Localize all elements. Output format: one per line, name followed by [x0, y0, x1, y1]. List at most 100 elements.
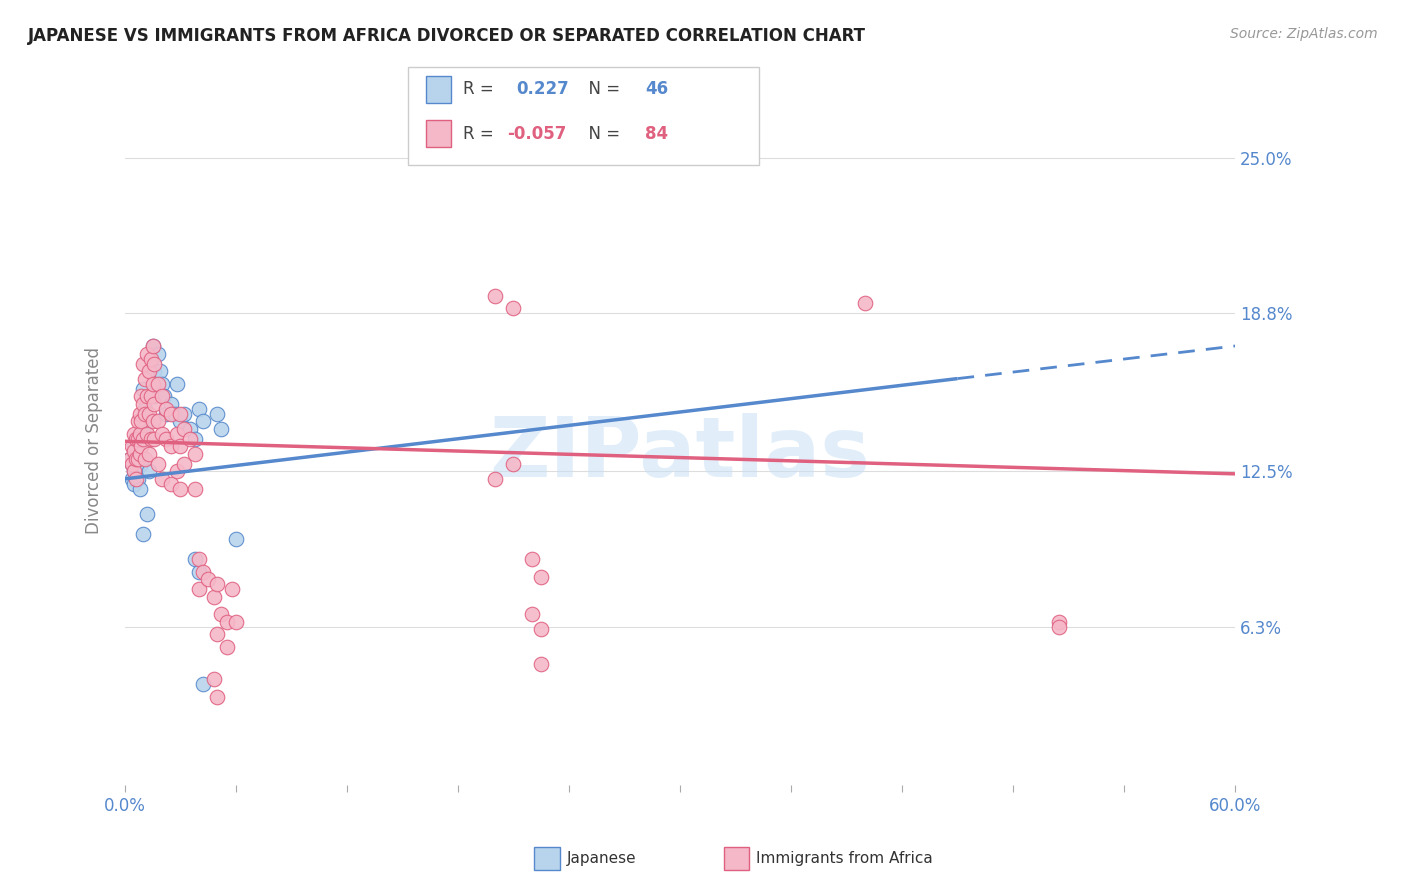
- Point: [134, 401, 156, 416]
- Point: [122, 439, 145, 453]
- Point: [146, 457, 169, 471]
- Point: [136, 389, 159, 403]
- Point: [142, 414, 165, 428]
- Point: [132, 422, 155, 436]
- Point: [207, 627, 229, 641]
- Point: [160, 476, 183, 491]
- Point: [120, 451, 142, 466]
- Point: [169, 482, 191, 496]
- Point: [138, 407, 160, 421]
- Text: N =: N =: [578, 80, 626, 98]
- Point: [122, 444, 145, 458]
- Point: [187, 582, 209, 597]
- Text: Source: ZipAtlas.com: Source: ZipAtlas.com: [1230, 27, 1378, 41]
- Point: [150, 376, 173, 391]
- Point: [132, 382, 155, 396]
- Text: R =: R =: [463, 80, 499, 98]
- Point: [122, 464, 145, 478]
- Point: [191, 414, 214, 428]
- Point: [132, 527, 155, 541]
- Point: [121, 457, 143, 471]
- Point: [502, 457, 524, 471]
- Point: [127, 414, 149, 428]
- Point: [207, 690, 229, 704]
- Point: [134, 451, 156, 466]
- Point: [125, 472, 148, 486]
- Point: [152, 389, 174, 403]
- Point: [146, 414, 169, 428]
- Point: [131, 389, 153, 403]
- Point: [207, 577, 229, 591]
- Text: Japanese: Japanese: [567, 852, 637, 866]
- Point: [136, 507, 159, 521]
- Point: [191, 677, 214, 691]
- Point: [179, 432, 201, 446]
- Point: [128, 447, 150, 461]
- Point: [125, 464, 148, 478]
- Point: [134, 371, 156, 385]
- Point: [209, 422, 232, 436]
- Point: [143, 389, 166, 403]
- Point: [139, 432, 162, 446]
- Point: [150, 389, 173, 403]
- Point: [121, 457, 143, 471]
- Point: [134, 407, 156, 421]
- Text: 46: 46: [645, 80, 668, 98]
- Point: [202, 590, 225, 604]
- Point: [122, 476, 145, 491]
- Point: [197, 572, 219, 586]
- Point: [142, 339, 165, 353]
- Text: R =: R =: [463, 125, 499, 143]
- Point: [131, 457, 153, 471]
- Point: [160, 397, 183, 411]
- Text: -0.057: -0.057: [508, 125, 567, 143]
- Point: [530, 657, 553, 672]
- Point: [139, 351, 162, 366]
- Point: [484, 472, 506, 486]
- Point: [138, 364, 160, 378]
- Point: [520, 552, 543, 566]
- Point: [132, 397, 155, 411]
- Point: [125, 432, 148, 446]
- Point: [138, 464, 160, 478]
- Point: [121, 439, 143, 453]
- Point: [155, 407, 177, 421]
- Point: [155, 432, 177, 446]
- Y-axis label: Divorced or Separated: Divorced or Separated: [86, 346, 103, 533]
- Point: [128, 482, 150, 496]
- Point: [146, 346, 169, 360]
- Point: [207, 407, 229, 421]
- Point: [150, 472, 173, 486]
- Point: [184, 482, 207, 496]
- Point: [128, 426, 150, 441]
- Point: [187, 401, 209, 416]
- Text: 0.227: 0.227: [516, 80, 569, 98]
- Point: [187, 565, 209, 579]
- Point: [1047, 615, 1070, 629]
- Point: [187, 552, 209, 566]
- Point: [166, 464, 188, 478]
- Point: [155, 401, 177, 416]
- Point: [142, 376, 165, 391]
- Point: [120, 451, 142, 466]
- Point: [127, 451, 149, 466]
- Point: [169, 407, 191, 421]
- Point: [184, 447, 207, 461]
- Point: [520, 607, 543, 622]
- Point: [179, 422, 201, 436]
- Point: [127, 432, 149, 446]
- Point: [136, 346, 159, 360]
- Point: [1047, 620, 1070, 634]
- Point: [125, 451, 148, 466]
- Text: ZIPatlas: ZIPatlas: [489, 413, 870, 494]
- Point: [132, 357, 155, 371]
- Point: [853, 296, 876, 310]
- Point: [163, 407, 186, 421]
- Text: Immigrants from Africa: Immigrants from Africa: [756, 852, 934, 866]
- Point: [225, 615, 247, 629]
- Point: [127, 472, 149, 486]
- Point: [166, 426, 188, 441]
- Point: [127, 447, 149, 461]
- Point: [122, 426, 145, 441]
- Point: [169, 414, 191, 428]
